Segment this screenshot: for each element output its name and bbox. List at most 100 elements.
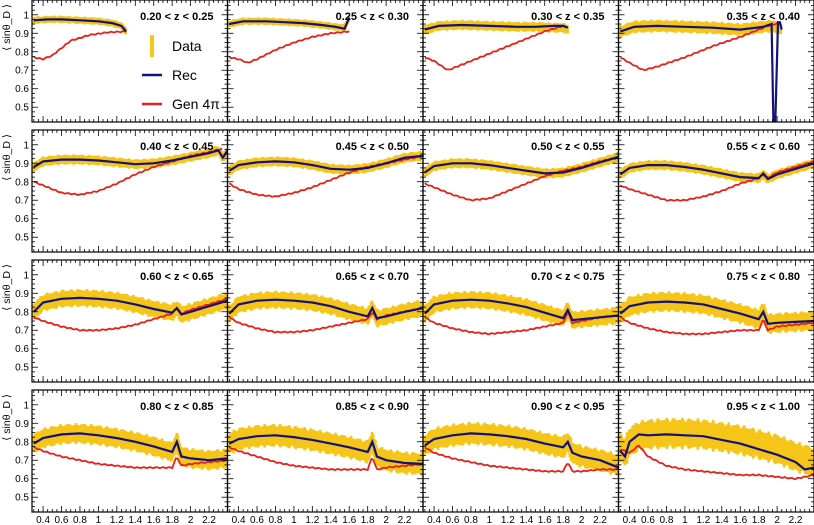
gen-line	[228, 30, 350, 64]
x-tick-label: 1.8	[361, 515, 375, 525]
y-tick-label: 0.8	[15, 307, 29, 318]
legend-data-label: Data	[172, 38, 202, 54]
panel-z-label: 0.35 < z < 0.40	[727, 11, 800, 23]
panel-plot-area	[228, 290, 423, 334]
y-axis-title: ⟨ sinθ_D ⟩	[1, 394, 13, 441]
panel-z-label: 0.80 < z < 0.85	[140, 401, 213, 413]
x-tick-label: 0.4	[36, 515, 50, 525]
x-tick-label: 1.8	[556, 515, 570, 525]
panel-3: 0.35 < z < 0.40	[617, 0, 814, 123]
y-ticks	[227, 130, 424, 252]
x-tick-label: 0.8	[73, 515, 87, 525]
panel-z-label: 0.45 < z < 0.50	[336, 141, 409, 153]
x-tick-label: 0.4	[623, 515, 637, 525]
panel-0: 0.5 0.6 0.7 0.8 0.9 1 ⟨ sinθ_D ⟩ 0.20 < z < 0.2…	[1, 0, 229, 123]
x-tick-label: 2.2	[202, 515, 216, 525]
y-tick-label: 0.6	[15, 214, 29, 225]
gen-line	[33, 446, 228, 470]
panel-14: 0.40.60.811.21.41.61.822.2m_ππ [GeV]0.90…	[422, 389, 620, 525]
panel-6: 0.50 < z < 0.55	[422, 129, 620, 253]
y-axis-title: ⟨ sinθ_D ⟩	[1, 4, 13, 51]
y-ticks	[32, 260, 228, 382]
panel-plot-area	[228, 16, 351, 64]
panel-z-label: 0.20 < z < 0.25	[140, 11, 213, 23]
y-axis-title: ⟨ sinθ_D ⟩	[1, 264, 13, 311]
y-tick-label: 0.5	[15, 103, 29, 114]
y-ticks	[423, 0, 619, 122]
x-tick-label: 1.8	[752, 515, 766, 525]
rec-line	[424, 155, 619, 175]
y-ticks	[618, 130, 814, 252]
y-tick-label: 1	[23, 140, 29, 151]
panel-z-label: 0.60 < z < 0.65	[140, 271, 213, 283]
gen-line	[620, 444, 814, 481]
y-tick-label: 0.8	[15, 177, 29, 188]
y-tick-label: 0.5	[15, 493, 29, 504]
y-tick-label: 1	[23, 10, 29, 21]
x-tick-label: 1.8	[165, 515, 179, 525]
panel-plot-area	[32, 423, 228, 471]
data-series	[228, 16, 351, 32]
panel-plot-area	[228, 423, 423, 476]
rec-line	[33, 432, 228, 462]
panel-5: 0.45 < z < 0.50	[226, 129, 424, 253]
panel-z-label: 0.50 < z < 0.55	[531, 141, 604, 153]
rec-line	[619, 21, 783, 122]
x-tick-label: 1.2	[501, 515, 515, 525]
panel-z-label: 0.30 < z < 0.35	[531, 11, 604, 23]
panel-2: 0.30 < z < 0.35	[422, 0, 620, 123]
legend-gen-label: Gen 4π	[172, 96, 220, 112]
panel-plot-area	[619, 158, 814, 202]
data-series	[619, 291, 814, 334]
gen-line	[424, 24, 564, 71]
x-tick-label: 1.6	[538, 515, 552, 525]
x-tick-label: 2.2	[593, 515, 607, 525]
x-tick-label: 1	[682, 515, 688, 525]
y-axis-title: ⟨ sinθ_D ⟩	[1, 134, 13, 181]
x-tick-label: 1.4	[128, 515, 142, 525]
y-tick-label: 1	[23, 270, 29, 281]
y-tick-label: 0.7	[15, 326, 29, 337]
rec-line	[619, 433, 814, 471]
rec-line	[424, 298, 619, 322]
gen-line	[619, 316, 814, 336]
legend-rec-label: Rec	[172, 67, 197, 83]
data-series	[32, 289, 228, 323]
x-tick-label: 2.2	[398, 515, 412, 525]
gen-line	[424, 446, 619, 473]
y-ticks	[227, 0, 424, 122]
x-tick-label: 1	[96, 515, 102, 525]
y-tick-label: 1	[23, 400, 29, 411]
x-tick-label: 2.2	[789, 515, 803, 525]
panel-7: 0.55 < z < 0.60	[617, 129, 814, 253]
x-tick-label: 0.8	[659, 515, 673, 525]
x-tick-label: 0.8	[268, 515, 282, 525]
panel-plot-area	[423, 19, 569, 71]
x-tick-label: 1.4	[324, 515, 338, 525]
x-tick-label: 0.6	[250, 515, 264, 525]
gen-line	[33, 30, 127, 61]
x-tick-label: 2	[774, 515, 780, 525]
data-series	[423, 290, 619, 329]
panel-z-label: 0.90 < z < 0.95	[531, 401, 604, 413]
gen-line	[424, 156, 619, 202]
x-tick-label: 0.6	[55, 515, 69, 525]
y-tick-label: 0.9	[15, 29, 29, 40]
panel-11: 0.75 < z < 0.80	[617, 259, 814, 383]
x-tick-label: 0.6	[641, 515, 655, 525]
x-tick-label: 0.4	[427, 515, 441, 525]
x-tick-label: 1.6	[733, 515, 747, 525]
gen-line	[619, 160, 814, 202]
y-tick-label: 0.8	[15, 47, 29, 58]
panel-z-label: 0.95 < z < 1.00	[727, 401, 800, 413]
x-tick-label: 1.4	[715, 515, 729, 525]
panel-15: 0.40.60.811.21.41.61.822.2m_ππ [GeV]0.95…	[617, 389, 814, 525]
panel-plot-area	[619, 417, 814, 481]
y-ticks	[32, 130, 228, 252]
panel-plot-area	[32, 146, 228, 196]
panel-1: 0.25 < z < 0.30	[226, 0, 424, 123]
legend: Data Rec Gen 4π	[142, 35, 220, 112]
gen-line	[33, 147, 223, 196]
x-tick-label: 2	[188, 515, 194, 525]
